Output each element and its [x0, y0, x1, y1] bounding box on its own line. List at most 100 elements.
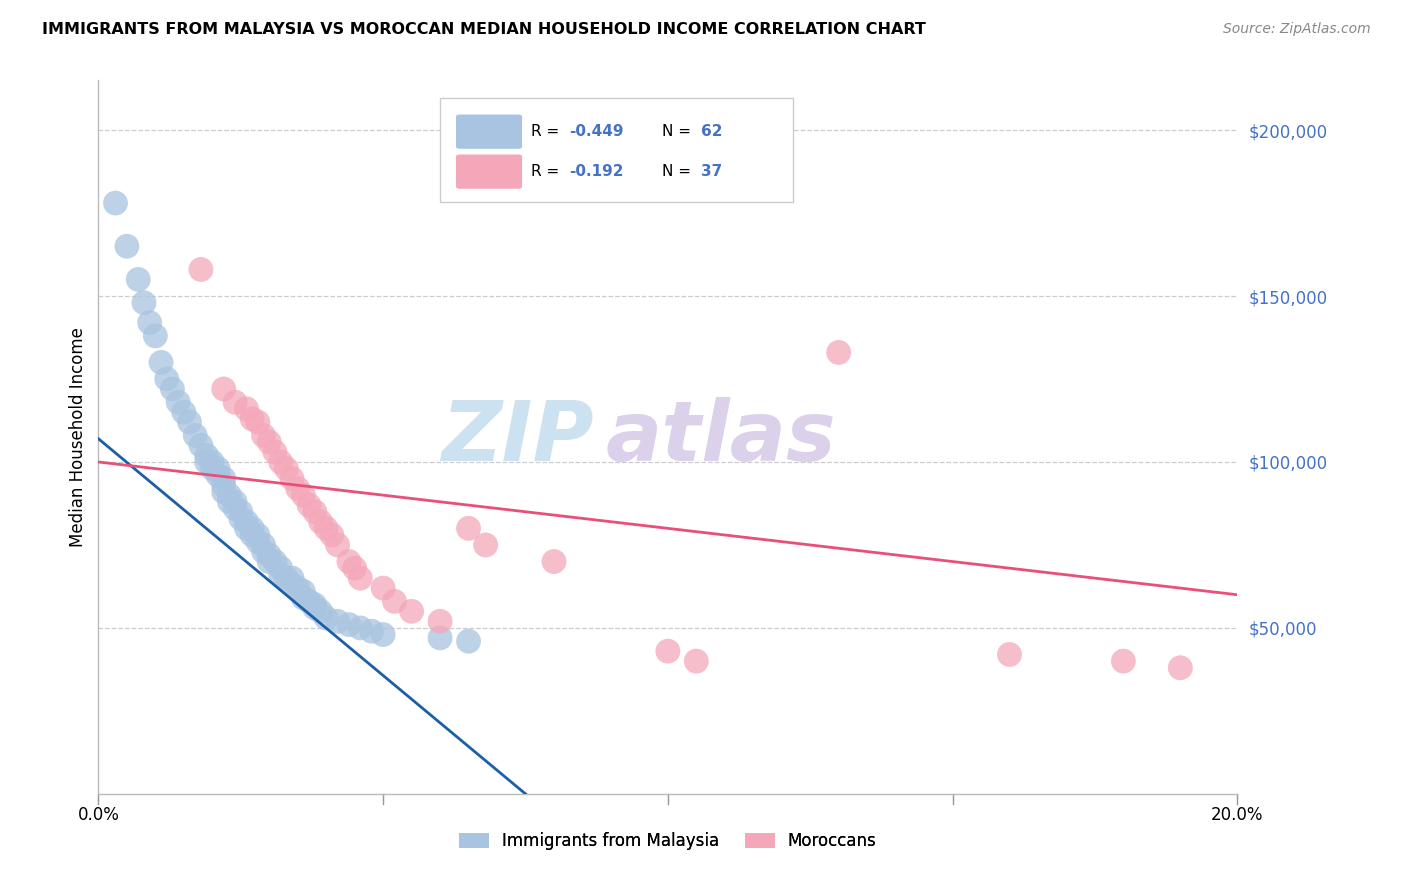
Point	[360, 624, 382, 639]
Point	[156, 372, 179, 386]
Point	[201, 455, 224, 469]
Point	[292, 584, 315, 599]
Point	[212, 484, 235, 499]
Point	[326, 538, 349, 552]
Text: Source: ZipAtlas.com: Source: ZipAtlas.com	[1223, 22, 1371, 37]
Point	[998, 648, 1021, 662]
Point	[235, 515, 257, 529]
Point	[457, 521, 479, 535]
Point	[543, 555, 565, 569]
Point	[212, 472, 235, 486]
Point	[685, 654, 707, 668]
Point	[270, 455, 292, 469]
Point	[349, 621, 371, 635]
Point	[224, 395, 246, 409]
Point	[287, 581, 309, 595]
Point	[224, 495, 246, 509]
Point	[246, 415, 269, 429]
Point	[252, 544, 274, 558]
Point	[190, 262, 212, 277]
Point	[235, 521, 257, 535]
Point	[474, 538, 496, 552]
Point	[298, 498, 321, 512]
Point	[218, 488, 240, 502]
Point	[212, 478, 235, 492]
Point	[145, 329, 167, 343]
Point	[304, 505, 326, 519]
Point	[281, 571, 304, 585]
Point	[259, 435, 281, 450]
FancyBboxPatch shape	[456, 114, 522, 149]
Point	[162, 382, 184, 396]
Point	[132, 295, 155, 310]
Point	[321, 528, 343, 542]
Point	[384, 594, 406, 608]
Point	[326, 615, 349, 629]
Point	[264, 445, 287, 459]
Point	[259, 555, 281, 569]
Point	[309, 515, 332, 529]
Text: ZIP: ZIP	[441, 397, 593, 477]
Point	[150, 355, 173, 369]
Point	[207, 461, 229, 475]
Point	[138, 316, 160, 330]
Text: R =: R =	[531, 164, 564, 179]
Y-axis label: Median Household Income: Median Household Income	[69, 327, 87, 547]
Point	[292, 591, 315, 605]
Point	[240, 528, 263, 542]
Text: 37: 37	[700, 164, 723, 179]
Point	[304, 598, 326, 612]
Point	[401, 604, 423, 618]
Text: -0.449: -0.449	[569, 124, 623, 139]
Point	[298, 594, 321, 608]
Point	[309, 604, 332, 618]
Point	[337, 555, 360, 569]
Point	[429, 615, 451, 629]
Point	[218, 495, 240, 509]
Point	[240, 412, 263, 426]
Point	[304, 601, 326, 615]
Text: IMMIGRANTS FROM MALAYSIA VS MOROCCAN MEDIAN HOUSEHOLD INCOME CORRELATION CHART: IMMIGRANTS FROM MALAYSIA VS MOROCCAN MED…	[42, 22, 927, 37]
Point	[229, 505, 252, 519]
Point	[259, 548, 281, 562]
Point	[281, 472, 304, 486]
Point	[657, 644, 679, 658]
Text: N =: N =	[662, 124, 696, 139]
Point	[179, 415, 201, 429]
Point	[229, 511, 252, 525]
Text: atlas: atlas	[605, 397, 835, 477]
Point	[337, 617, 360, 632]
Point	[190, 438, 212, 452]
Point	[264, 555, 287, 569]
Point	[115, 239, 138, 253]
Point	[281, 578, 304, 592]
Text: R =: R =	[531, 124, 564, 139]
Point	[373, 627, 395, 641]
Point	[1112, 654, 1135, 668]
Point	[240, 521, 263, 535]
Point	[252, 538, 274, 552]
Point	[270, 567, 292, 582]
Point	[349, 571, 371, 585]
Point	[429, 631, 451, 645]
Point	[828, 345, 851, 359]
Point	[315, 611, 337, 625]
Point	[246, 528, 269, 542]
Text: 62: 62	[700, 124, 723, 139]
Point	[246, 534, 269, 549]
FancyBboxPatch shape	[440, 98, 793, 202]
Point	[207, 468, 229, 483]
Point	[201, 461, 224, 475]
Point	[195, 448, 218, 462]
Point	[173, 405, 195, 419]
Point	[235, 401, 257, 416]
Point	[167, 395, 190, 409]
Point	[292, 488, 315, 502]
Text: N =: N =	[662, 164, 696, 179]
Legend: Immigrants from Malaysia, Moroccans: Immigrants from Malaysia, Moroccans	[453, 826, 883, 857]
Point	[270, 561, 292, 575]
Point	[373, 581, 395, 595]
Point	[104, 196, 127, 211]
Point	[1170, 661, 1192, 675]
Text: -0.192: -0.192	[569, 164, 623, 179]
